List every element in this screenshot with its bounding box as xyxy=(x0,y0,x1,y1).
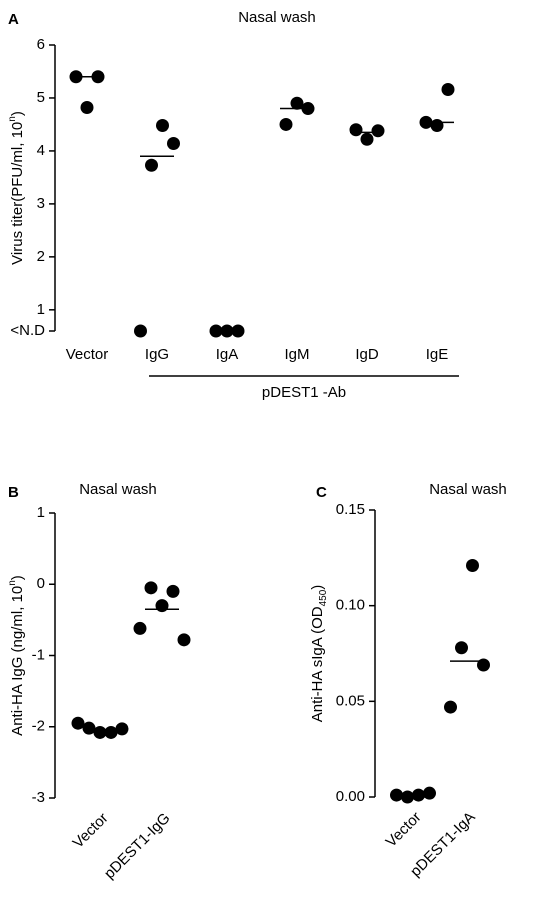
data-point xyxy=(71,716,85,730)
data-point xyxy=(390,788,403,802)
y-axis-label: Anti-HA IgG (ng/ml, 10n) xyxy=(7,575,26,736)
data-point xyxy=(133,621,147,635)
y-axis-label-part: n xyxy=(7,116,18,122)
y-tick-label: <N.D xyxy=(10,322,45,339)
data-point xyxy=(80,100,94,114)
y-tick-label: 1 xyxy=(37,301,45,318)
data-point xyxy=(441,82,455,96)
y-tick-label: 0.10 xyxy=(336,597,365,614)
data-point xyxy=(360,132,374,146)
y-tick-label: 0.15 xyxy=(336,501,365,518)
chart-title: Nasal wash xyxy=(238,9,316,26)
y-tick-label: 6 xyxy=(37,36,45,53)
y-axis-label-part: n xyxy=(7,580,18,586)
data-point xyxy=(444,700,457,714)
y-tick-label: 4 xyxy=(37,142,45,159)
y-tick-label: 1 xyxy=(37,504,45,521)
y-axis-label-part: Anti-HA sIgA (OD xyxy=(309,606,326,722)
x-tick-label: Vector xyxy=(383,809,425,851)
panel-label: B xyxy=(8,484,19,501)
data-point xyxy=(290,96,304,110)
data-point xyxy=(177,633,191,647)
y-axis-label-part: Anti-HA IgG (ng/ml, 10 xyxy=(9,586,26,736)
x-tick-label: pDEST1-IgG xyxy=(101,810,174,883)
x-tick-label: Vector xyxy=(66,346,109,363)
data-point xyxy=(371,124,385,138)
panel-label: C xyxy=(316,484,327,501)
y-tick-label: 2 xyxy=(37,248,45,265)
data-point xyxy=(167,137,180,151)
x-tick-label: IgA xyxy=(216,346,239,363)
data-point xyxy=(155,599,169,613)
data-point xyxy=(104,725,118,739)
data-point xyxy=(455,641,468,655)
y-tick-label: 0 xyxy=(37,575,45,592)
y-tick-label: 0.00 xyxy=(336,788,365,805)
x-tick-label: IgD xyxy=(355,346,379,363)
data-point xyxy=(466,558,479,572)
y-tick-label: -1 xyxy=(32,646,45,663)
x-tick-label: IgG xyxy=(145,346,169,363)
chart-title: Nasal wash xyxy=(429,481,507,498)
y-axis-label: Virus titer(PFU/ml, 10n) xyxy=(7,111,26,265)
data-point xyxy=(349,123,363,137)
y-axis-label: Anti-HA sIgA (OD450) xyxy=(309,585,329,723)
y-tick-label: -2 xyxy=(32,718,45,735)
data-point xyxy=(412,788,425,802)
x-tick-label: IgM xyxy=(284,346,309,363)
data-point xyxy=(134,324,147,338)
data-point xyxy=(156,119,169,133)
data-point xyxy=(82,721,96,735)
chart-title: Nasal wash xyxy=(79,481,157,498)
panel-label: A xyxy=(8,11,19,28)
data-point xyxy=(145,158,158,172)
y-tick-label: -3 xyxy=(32,789,45,806)
data-point xyxy=(144,581,158,595)
y-tick-label: 0.05 xyxy=(336,692,365,709)
y-tick-label: 5 xyxy=(37,89,45,106)
y-axis-label-part: ) xyxy=(9,111,26,116)
data-point xyxy=(115,722,129,736)
y-axis-label-part: ) xyxy=(309,585,326,590)
group-label: pDEST1 -Ab xyxy=(262,384,346,401)
data-point xyxy=(430,119,444,133)
y-axis-label-part: Virus titer(PFU/ml, 10 xyxy=(9,122,26,265)
y-tick-label: 3 xyxy=(37,195,45,212)
x-tick-label: Vector xyxy=(70,810,112,852)
y-axis-label-part: ) xyxy=(9,575,26,580)
y-axis-label-part: 450 xyxy=(318,589,329,606)
data-point xyxy=(166,584,180,598)
data-point xyxy=(279,117,293,131)
x-tick-label: IgE xyxy=(426,346,449,363)
